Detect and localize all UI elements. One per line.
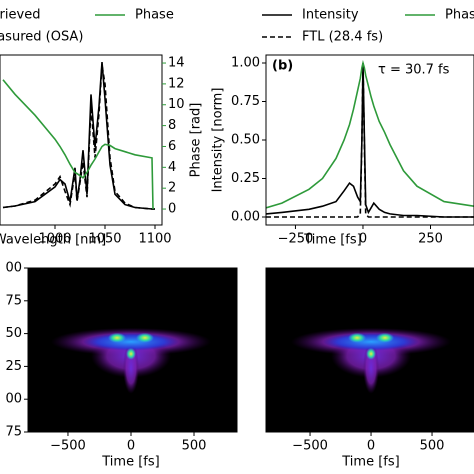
x-axis-label: Wavelength [nm] — [0, 233, 106, 248]
panel-label: (b) — [272, 59, 293, 74]
heatmap-glow — [366, 347, 377, 360]
y-tick-label: 0.75 — [231, 94, 260, 109]
y2-tick-label: 8 — [168, 118, 176, 133]
series-line — [266, 59, 474, 209]
y-tick-label: 25 — [5, 359, 22, 374]
axes-frame — [265, 267, 474, 433]
heatmap-glow — [107, 332, 126, 343]
x-tick-label: −500 — [292, 439, 328, 454]
plot-area — [266, 268, 474, 432]
x-tick-label: 0 — [127, 439, 135, 454]
y-tick-label: 75 — [5, 293, 22, 308]
legend-label: FTL (28.4 fs) — [302, 30, 383, 45]
x-tick-label: 500 — [420, 439, 445, 454]
legend-label: Phase — [135, 8, 174, 23]
legend-label: Phase — [445, 8, 474, 23]
heatmap-glow — [135, 332, 154, 343]
y-tick-label: 00 — [5, 392, 22, 407]
y2-tick-label: 12 — [168, 76, 185, 91]
x-tick-label: 1000 — [38, 232, 71, 247]
y2-tick-label: 4 — [168, 160, 176, 175]
legend-label: Measured (OSA) — [0, 30, 83, 45]
x-tick-label: 0 — [367, 439, 375, 454]
y-tick-label: 50 — [5, 326, 22, 341]
x-axis-label: Time [fs] — [101, 455, 159, 470]
series-line — [266, 62, 474, 218]
y-tick-label: 75 — [5, 425, 22, 440]
annotation: τ = 30.7 fs — [378, 63, 450, 78]
y2-tick-label: 10 — [168, 97, 185, 112]
y-tick-label: 00 — [5, 261, 22, 276]
heatmap-glow — [125, 347, 136, 360]
plot-area — [266, 59, 474, 218]
y-tick-label: 0.00 — [231, 209, 260, 224]
x-axis-label: Time [fs] — [303, 233, 361, 248]
x-tick-label: 0 — [359, 232, 367, 247]
x-tick-label: 1050 — [88, 232, 121, 247]
x-tick-label: 500 — [182, 439, 207, 454]
y2-tick-label: 0 — [168, 202, 176, 217]
x-tick-label: 250 — [418, 232, 443, 247]
heatmap-glow — [348, 332, 367, 343]
y2-tick-label: 14 — [168, 56, 185, 71]
y2-tick-label: 2 — [168, 181, 176, 196]
y-tick-label: 1.00 — [231, 56, 260, 71]
legend-label: Intensity — [302, 8, 359, 23]
heatmap-glow — [323, 332, 420, 351]
x-tick-label: −250 — [278, 232, 314, 247]
series-line — [2, 62, 155, 210]
plot-area — [2, 62, 155, 210]
y-tick-label: 0.50 — [231, 133, 260, 148]
axes-frame — [0, 54, 163, 226]
axes-frame — [27, 267, 238, 433]
legend-label: Retrieved — [0, 8, 40, 23]
annotation: measured — [167, 413, 232, 428]
plot-area — [28, 268, 237, 432]
x-tick-label: −500 — [50, 439, 86, 454]
x-tick-label: 1100 — [138, 232, 171, 247]
series-line — [2, 64, 155, 210]
series-line — [266, 62, 474, 218]
heatmap-glow — [376, 332, 395, 343]
annotation: reconstructed — [380, 413, 470, 428]
series-line — [2, 79, 154, 210]
axes-frame — [265, 54, 474, 226]
y-axis-label: Intensity [norm] — [211, 88, 226, 193]
panel-label: (d) — [272, 277, 293, 292]
panel-label: (c) — [33, 277, 53, 292]
y-tick-label: 0.25 — [231, 171, 260, 186]
heatmap-glow — [82, 332, 179, 351]
x-axis-label: Time [fs] — [341, 455, 399, 470]
y2-axis-label: Phase [rad] — [189, 103, 204, 178]
y2-tick-label: 6 — [168, 139, 176, 154]
